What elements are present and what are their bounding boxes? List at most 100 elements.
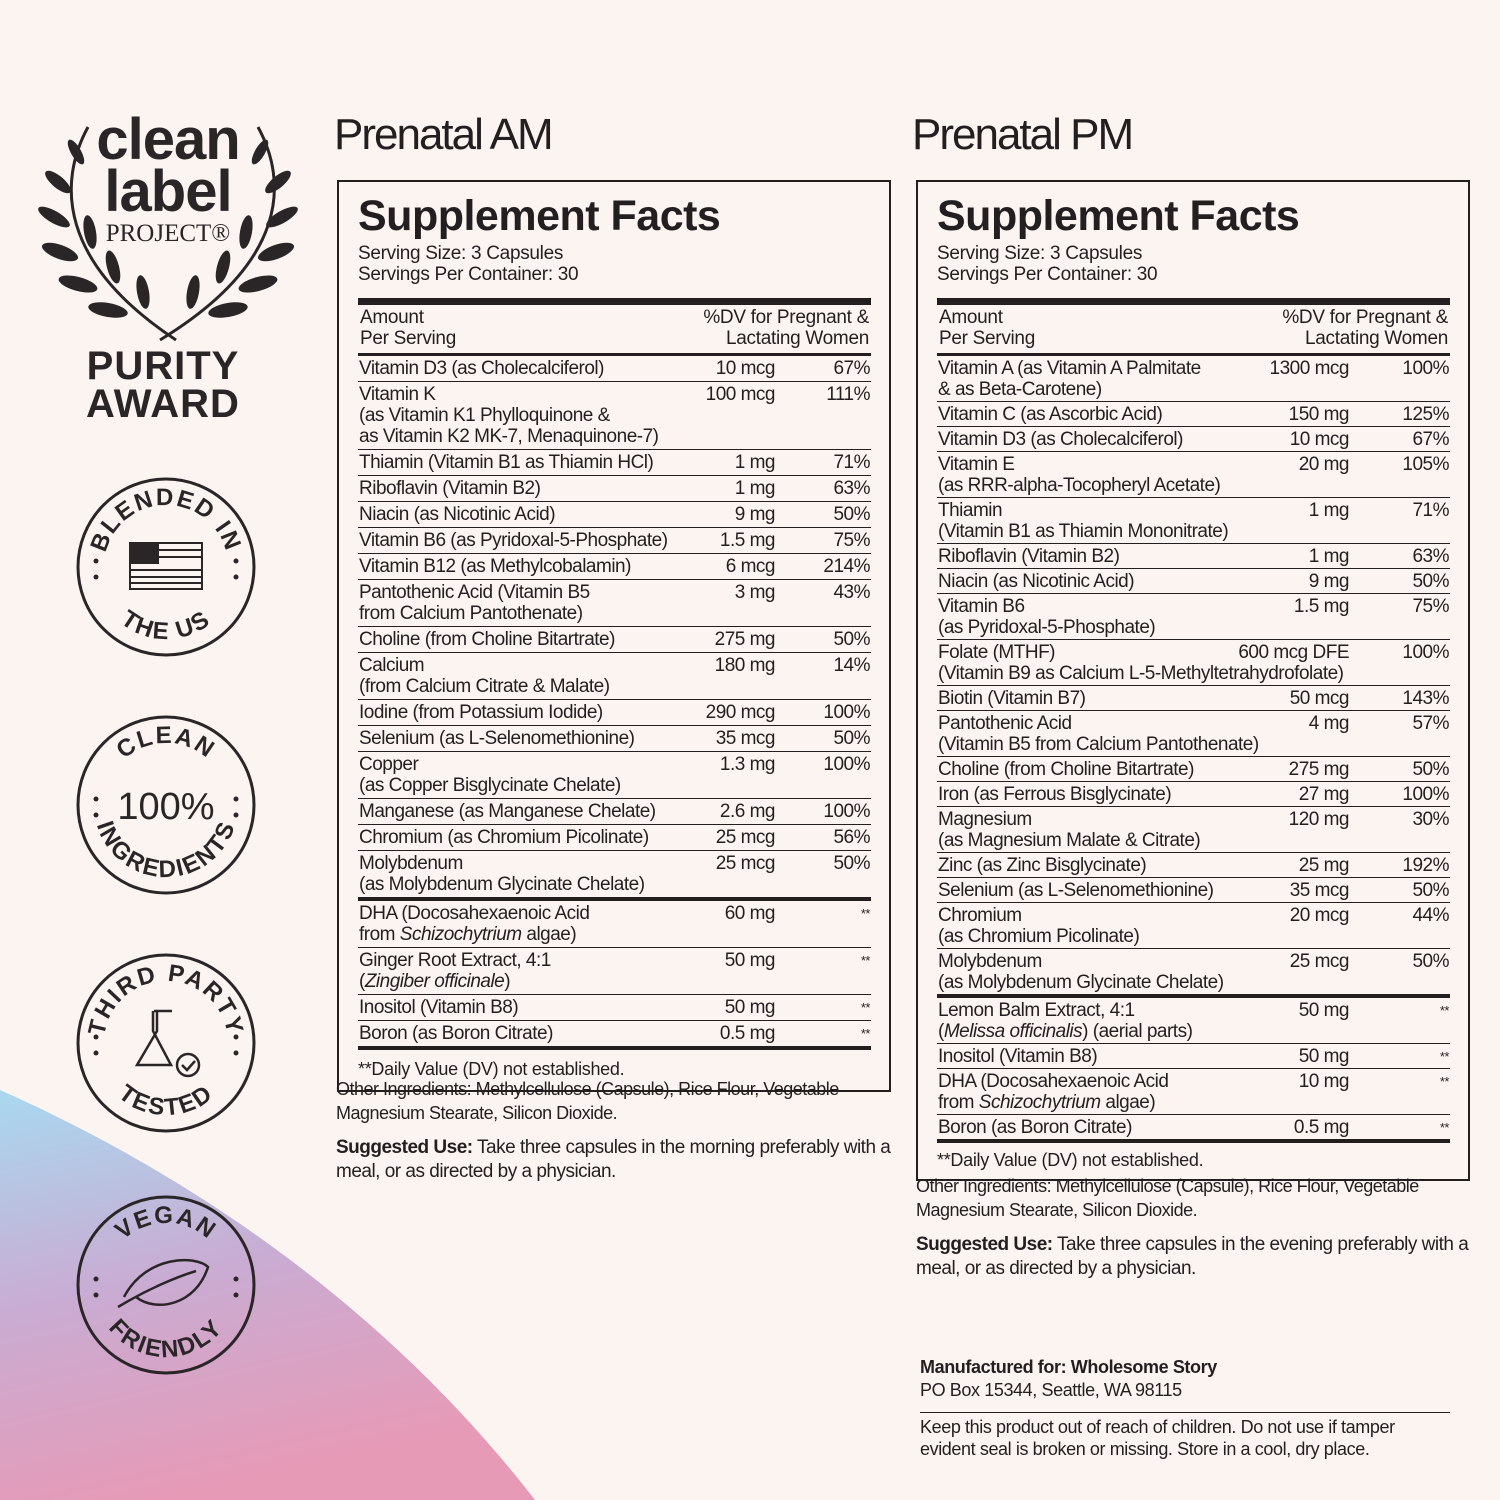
- svg-text:CLEAN: CLEAN: [112, 722, 221, 764]
- nutrient-row: Vitamin C (as Ascorbic Acid) 150 mg 125%: [937, 402, 1450, 427]
- nutrient-name: Niacin (as Nicotinic Acid): [359, 504, 645, 525]
- nutrient-daily-value: 50%: [1412, 951, 1449, 972]
- header-per-serving: Per Serving: [360, 328, 456, 349]
- badge-top-text: CLEAN: [112, 722, 219, 764]
- nutrient-name-line: (Vitamin B9 as Calcium L-5-Methyltetrahy…: [938, 663, 1344, 684]
- nutrient-row: Thiamin (Vitamin B1 as Thiamin HCl) 1 mg 7…: [358, 450, 871, 476]
- laurel-wreath-icon: [38, 126, 298, 342]
- botanical-name: Schizochytrium: [399, 924, 522, 945]
- nutrient-row: Molybdenum (as Molybdenum Glycinate Chela…: [358, 851, 871, 901]
- table-header: Amount Per Serving %DV for Pregnant & Lact…: [358, 305, 871, 356]
- nutrient-row: Chromium (as Chromium Picolinate) 25 mcg 5…: [358, 825, 871, 851]
- svg-text:BLENDED IN: BLENDED IN: [85, 484, 246, 555]
- nutrient-row: Riboflavin (Vitamin B2) 1 mg 63%: [358, 476, 871, 502]
- header-dv-women: Lactating Women: [725, 328, 869, 349]
- nutrient-name-line: Magnesium: [938, 809, 1032, 830]
- nutrient-name-line: Pantothenic Acid (Vitamin B5: [359, 582, 590, 603]
- nutrient-name: Choline (from Choline Bitartrate): [938, 759, 1194, 780]
- nutrient-name: Pantothenic Acid (Vitamin B5 from Calcium…: [938, 713, 1259, 755]
- pm-suggested-use: Suggested Use: Take three capsules in th…: [916, 1233, 1472, 1281]
- prenatal-am-title: Prenatal AM: [334, 110, 554, 159]
- nutrient-amount: 100 mcg: [705, 384, 776, 405]
- nutrient-amount: 9 mg: [1308, 571, 1350, 592]
- nutrient-amount: 20 mcg: [1289, 905, 1350, 926]
- nutrient-name-line: Pantothenic Acid: [938, 713, 1072, 734]
- nutrient-name: Boron (as Boron Citrate): [359, 1023, 645, 1044]
- badge-bottom-text: TESTED: [114, 1079, 217, 1121]
- nutrient-row: Inositol (Vitamin B8) 50 mg **: [358, 995, 871, 1021]
- nutrient-name: Inositol (Vitamin B8): [359, 997, 645, 1018]
- nutrient-name: DHA (Docosahexaenoic Acid from Schizochyt…: [359, 903, 645, 945]
- nutrient-name-line: Chromium (as Chromium Picolinate): [359, 827, 649, 848]
- award-line-1: PURITY: [86, 344, 240, 388]
- nutrient-name: Vitamin B12 (as Methylcobalamin): [359, 556, 645, 577]
- logo-clean: clean: [96, 107, 240, 172]
- nutrient-row: Niacin (as Nicotinic Acid) 9 mg 50%: [937, 569, 1450, 594]
- svg-text:VEGAN: VEGAN: [110, 1202, 222, 1245]
- nutrient-name-line: Inositol (Vitamin B8): [359, 997, 519, 1018]
- nutrient-daily-value: **: [1439, 1003, 1450, 1018]
- footnote: **Daily Value (DV) not established.: [358, 1059, 625, 1079]
- nutrient-daily-value: 63%: [833, 478, 870, 499]
- servings-per-container: Servings Per Container: 30: [937, 264, 1158, 285]
- logo-project: PROJECT®: [105, 220, 231, 247]
- nutrient-name-line: Vitamin B12 (as Methylcobalamin): [359, 556, 631, 577]
- nutrient-name-line: Thiamin: [938, 500, 1003, 521]
- svg-text:THIRD PARTY: THIRD PARTY: [83, 960, 248, 1038]
- suggested-use-label: Suggested Use:: [336, 1137, 473, 1158]
- nutrient-daily-value: 125%: [1402, 404, 1449, 425]
- warning-text: Keep this product out of reach of childr…: [920, 1412, 1450, 1460]
- nutrient-row: Calcium (from Calcium Citrate & Malate) 18…: [358, 653, 871, 700]
- nutrient-row: Biotin (Vitamin B7) 50 mcg 143%: [937, 686, 1450, 711]
- nutrient-amount: 25 mcg: [715, 853, 776, 874]
- nutrient-row: Vitamin B6 (as Pyridoxal-5-Phosphate) 1.5…: [358, 528, 871, 554]
- nutrient-name-line: Choline (from Choline Bitartrate): [359, 629, 615, 650]
- nutrient-name-line: Ginger Root Extract, 4:1: [359, 950, 551, 971]
- nutrient-name: Chromium (as Chromium Picolinate): [359, 827, 649, 848]
- nutrient-table: Vitamin D3 (as Cholecalciferol) 10 mcg 67%…: [358, 356, 871, 1050]
- thick-divider: [937, 298, 1450, 305]
- badge-vegan: VEGAN FRIENDLY: [74, 1193, 258, 1377]
- nutrient-name-line: Riboflavin (Vitamin B2): [359, 478, 541, 499]
- nutrient-table: Vitamin A (as Vitamin A Palmitate & as Be…: [937, 356, 1450, 1143]
- nutrient-name-line: from Schizochytrium algae): [938, 1092, 1156, 1113]
- nutrient-row: Niacin (as Nicotinic Acid) 9 mg 50%: [358, 502, 871, 528]
- nutrient-name-line: (from Calcium Citrate & Malate): [359, 676, 610, 697]
- nutrient-row: Riboflavin (Vitamin B2) 1 mg 63%: [937, 544, 1450, 569]
- nutrient-amount: 6 mcg: [725, 556, 776, 577]
- nutrient-name-line: Molybdenum: [938, 951, 1042, 972]
- nutrient-row: DHA (Docosahexaenoic Acid from Schizochyt…: [937, 1069, 1450, 1115]
- nutrient-amount: 1.3 mg: [719, 754, 776, 775]
- nutrient-amount: 600 mcg DFE: [1238, 642, 1349, 663]
- leaf-icon: [117, 1258, 210, 1309]
- am-suggested-use: Suggested Use: Take three capsules in th…: [336, 1136, 892, 1184]
- badge-bottom-text: FRIENDLY: [104, 1314, 227, 1364]
- us-flag-icon: [129, 542, 203, 590]
- nutrient-name: Iodine (from Potassium Iodide): [359, 702, 645, 723]
- suggested-use-text: Take three capsules in the evening prefe…: [916, 1234, 1469, 1279]
- nutrient-daily-value: 44%: [1412, 905, 1449, 926]
- nutrient-amount: 20 mg: [1298, 454, 1350, 475]
- nutrient-name: Vitamin K (as Vitamin K1 Phylloquinone & a…: [359, 384, 659, 447]
- nutrient-row: Selenium (as L-Selenomethionine) 35 mcg 50…: [358, 726, 871, 752]
- nutrient-amount: 1.5 mg: [1293, 596, 1350, 617]
- nutrient-name-line: Vitamin A (as Vitamin A Palmitate: [938, 358, 1201, 379]
- nutrient-name-line: (as Molybdenum Glycinate Chelate): [359, 874, 645, 895]
- nutrient-daily-value: **: [1439, 1120, 1450, 1135]
- nutrient-name: Pantothenic Acid (Vitamin B5 from Calcium…: [359, 582, 645, 624]
- footnote: **Daily Value (DV) not established.: [937, 1150, 1204, 1170]
- supplement-facts-heading: Supplement Facts: [358, 192, 721, 240]
- nutrient-name: Riboflavin (Vitamin B2): [359, 478, 645, 499]
- nutrient-name-line: Niacin (as Nicotinic Acid): [938, 571, 1135, 592]
- nutrient-daily-value: 111%: [826, 384, 870, 405]
- nutrient-name-line: Boron (as Boron Citrate): [938, 1117, 1132, 1138]
- nutrient-name-line: Vitamin B6: [938, 596, 1025, 617]
- nutrient-name-line: (as Vitamin K1 Phylloquinone &: [359, 405, 610, 426]
- nutrient-row: Inositol (Vitamin B8) 50 mg **: [937, 1044, 1450, 1069]
- nutrient-name: Vitamin E (as RRR-alpha-Tocopheryl Acetat…: [938, 454, 1221, 496]
- nutrient-name-line: Calcium: [359, 655, 425, 676]
- pm-other-ingredients: Other Ingredients: Methylcellulose (Caps…: [916, 1176, 1419, 1220]
- nutrient-amount: 275 mg: [714, 629, 776, 650]
- nutrient-row: Zinc (as Zinc Bisglycinate) 25 mg 192%: [937, 853, 1450, 878]
- serving-size: Serving Size: 3 Capsules: [358, 243, 564, 264]
